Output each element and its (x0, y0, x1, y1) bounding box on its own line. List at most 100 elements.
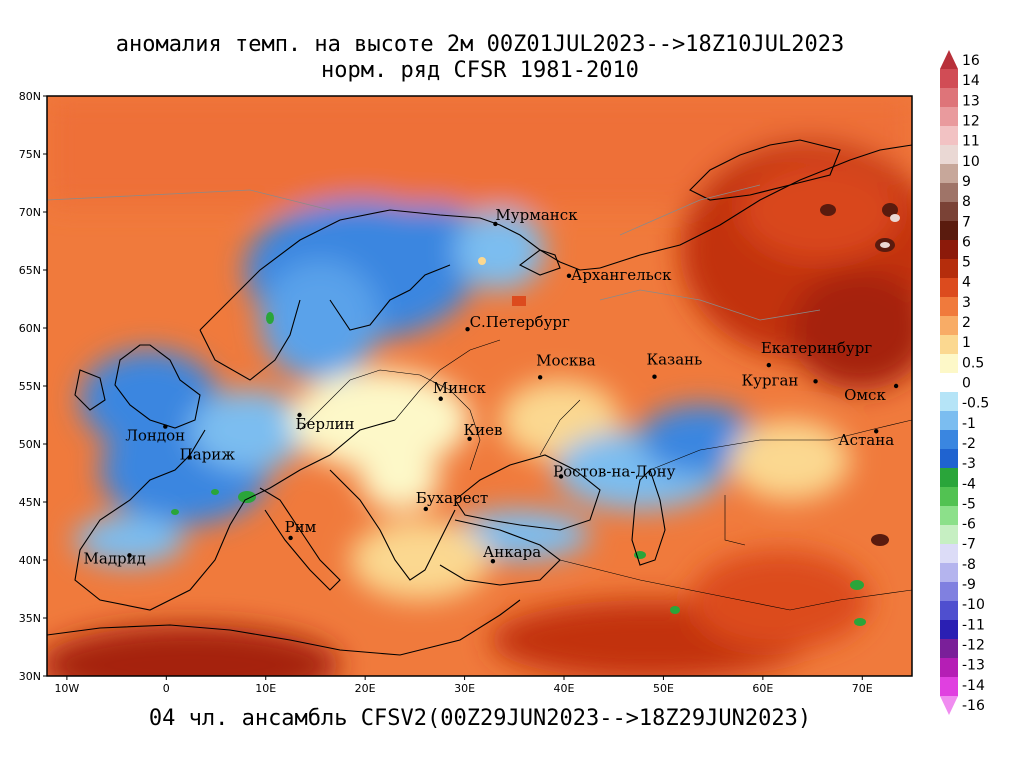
colorbar-swatch (940, 316, 958, 336)
longitude-axis: 10W 0 10E 20E 30E 40E 50E 60E 70E (54, 676, 873, 695)
lat-tick-label: 65N (19, 264, 41, 277)
colorbar-swatch (940, 107, 958, 127)
city-marker (467, 436, 472, 441)
anomaly-field (47, 96, 912, 676)
colorbar-label: -2 (962, 436, 976, 452)
colorbar-swatch (940, 582, 958, 602)
colorbar-swatch (940, 430, 958, 450)
city-marker (187, 455, 192, 460)
city-marker (766, 362, 772, 368)
city-marker (438, 396, 443, 401)
colorbar-swatch (940, 354, 958, 374)
lon-tick-label: 10E (255, 682, 276, 695)
lon-tick-label: 0 (163, 682, 170, 695)
coastlines (47, 139, 912, 656)
city-marker (490, 558, 496, 564)
lat-tick-label: 30N (19, 670, 41, 683)
city-labels: Мурманск Архангельск С.Петербург Москва Каза… (84, 206, 899, 567)
colorbar-label: 1 (962, 335, 971, 351)
lat-tick-label: 60N (19, 322, 41, 335)
city-marker (127, 553, 132, 558)
colorbar-label: -16 (962, 698, 985, 714)
latitude-axis: 30N 35N 40N 45N 50N 55N 60N 65N 70N 75N 80N (19, 90, 47, 683)
colorbar-label: 11 (962, 134, 980, 150)
city-label: Москва (536, 351, 596, 369)
city-label: С.Петербург (470, 313, 570, 331)
lon-tick-label: 70E (852, 682, 873, 695)
city-marker (163, 424, 168, 429)
lon-tick-label: 60E (752, 682, 773, 695)
colorbar-label: 4 (962, 275, 971, 291)
colorbar-swatch (940, 145, 958, 165)
colorbar-label: -14 (962, 678, 985, 694)
city-marker (893, 383, 899, 389)
city-marker (423, 506, 429, 512)
colorbar-label: -3 (962, 456, 976, 472)
colorbar-label: 9 (962, 174, 971, 190)
colorbar-label: 0.5 (962, 355, 984, 371)
lon-tick-label: 10W (54, 682, 79, 695)
colorbar-swatch (940, 164, 958, 184)
city-marker (874, 429, 879, 434)
lon-tick-label: 50E (653, 682, 674, 695)
city-label: Мадрид (84, 549, 146, 567)
colorbar-swatch (940, 373, 958, 393)
colorbar-swatch (940, 449, 958, 469)
map-footer: 04 чл. ансамбль CFSV2(00Z29JUN2023-->18Z… (148, 706, 812, 731)
colorbar-swatch (940, 620, 958, 640)
colorbar-swatch (940, 411, 958, 431)
colorbar-swatch (940, 88, 958, 108)
colorbar-swatch (940, 544, 958, 564)
colorbar-swatch (940, 525, 958, 545)
colorbar-swatch (940, 335, 958, 355)
city-marker (288, 535, 293, 541)
colorbar-label: -10 (962, 597, 985, 613)
city-label: Курган (742, 371, 799, 389)
colorbar-swatch (940, 183, 958, 203)
city-label: Астана (838, 431, 894, 449)
colorbar-swatch (940, 658, 958, 678)
colorbar-swatch (940, 487, 958, 507)
colorbar-label: 7 (962, 214, 971, 230)
colorbar-label: -1 (962, 416, 976, 432)
colorbar-swatch (940, 468, 958, 488)
lat-tick-label: 40N (19, 554, 41, 567)
city-marker (558, 474, 564, 479)
colorbar-label: 0 (962, 376, 971, 392)
colorbar: 16 14 13 12 11 10 9 8 7 6 5 4 3 2 1 0.5 0 -0.5 -1 -2 -3 -4 -5 -… (940, 50, 989, 715)
colorbar-swatch (940, 677, 958, 697)
colorbar-swatch (940, 69, 958, 89)
colorbar-label: 5 (962, 255, 971, 271)
lat-tick-label: 45N (19, 496, 41, 509)
colorbar-label: -12 (962, 637, 985, 653)
colorbar-label: -13 (962, 658, 985, 674)
colorbar-swatch (940, 126, 958, 146)
city-label: Лондон (125, 427, 185, 445)
colorbar-swatch (940, 392, 958, 412)
colorbar-label: -7 (962, 537, 976, 553)
city-marker (465, 326, 470, 332)
colorbar-label: 2 (962, 315, 971, 331)
colorbar-label: -4 (962, 476, 976, 492)
colorbar-label: 13 (962, 93, 980, 109)
colorbar-swatch (940, 240, 958, 260)
colorbar-swatch (940, 563, 958, 583)
colorbar-swatch (940, 297, 958, 317)
city-label: Париж (180, 445, 236, 463)
colorbar-label: 14 (962, 73, 980, 89)
city-label: Мурманск (495, 206, 578, 224)
lat-tick-label: 50N (19, 438, 41, 451)
colorbar-label: 10 (962, 154, 980, 170)
colorbar-swatch (940, 221, 958, 241)
city-label: Бухарест (416, 489, 488, 507)
city-label: Киев (464, 421, 503, 439)
colorbar-swatch (940, 506, 958, 526)
colorbar-swatch (940, 696, 958, 715)
colorbar-swatch (940, 50, 958, 69)
city-label: Берлин (296, 415, 355, 433)
lat-tick-label: 80N (19, 90, 41, 103)
lat-tick-label: 75N (19, 148, 41, 161)
city-marker (813, 379, 818, 384)
colorbar-swatch (940, 278, 958, 298)
